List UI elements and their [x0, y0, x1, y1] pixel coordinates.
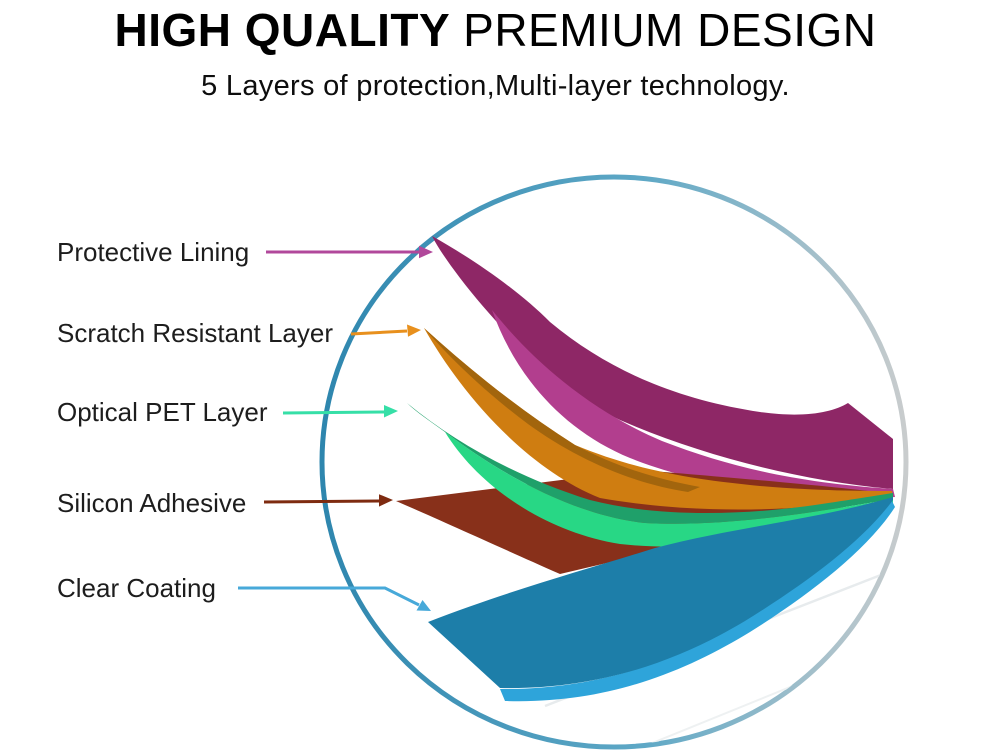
- arrow-clear-coating: [238, 586, 431, 611]
- label-silicon-adhesive: Silicon Adhesive: [57, 488, 247, 518]
- page-title: HIGH QUALITY PREMIUM DESIGN: [0, 4, 991, 57]
- clear-coating-top-face: [428, 497, 893, 689]
- label-optical-pet: Optical PET Layer: [57, 397, 268, 427]
- arrow-silicon-adhesive: [263, 494, 393, 507]
- arrow-protective-lining: [266, 245, 433, 259]
- optical-pet-front-edge: [445, 432, 893, 547]
- layer-clear-coating: [428, 497, 895, 702]
- layer-protective-lining: [432, 236, 895, 498]
- label-scratch-resistant: Scratch Resistant Layer: [57, 318, 334, 348]
- layer-scratch-resistant: [424, 328, 893, 510]
- arrow-scratch-resistant: [350, 324, 421, 337]
- scratch-resistant-body: [424, 328, 893, 510]
- protective-lining-top-face: [432, 236, 893, 489]
- layer-optical-pet: [407, 403, 893, 547]
- protective-lining-front-edge: [492, 310, 895, 498]
- arrow-optical-pet: [282, 405, 398, 418]
- label-protective-lining: Protective Lining: [57, 237, 250, 267]
- label-clear-coating: Clear Coating: [57, 573, 216, 603]
- title-bold-text: HIGH QUALITY: [114, 4, 451, 56]
- page-subtitle: 5 Layers of protection,Multi-layer techn…: [201, 70, 790, 102]
- title-regular-text: PREMIUM DESIGN: [463, 4, 877, 56]
